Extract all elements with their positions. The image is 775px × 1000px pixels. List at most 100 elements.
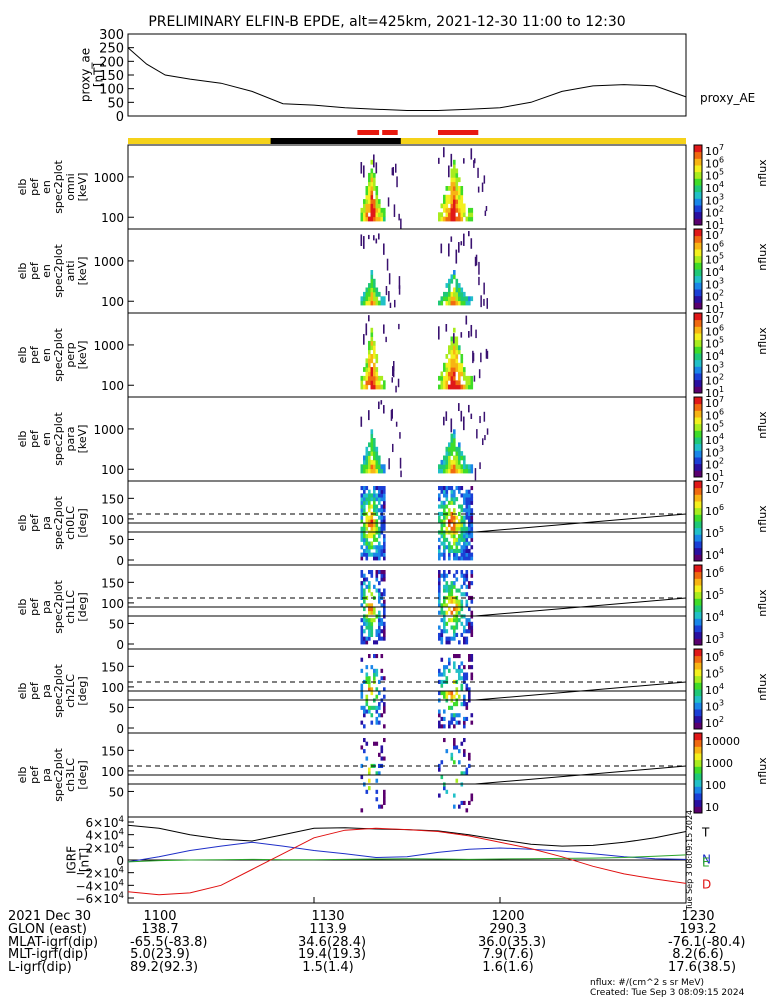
pa-flux-pixel — [375, 545, 379, 550]
flux-speckle — [478, 369, 481, 379]
colorbar-segment — [694, 333, 702, 337]
pa-flux-pixel — [365, 665, 369, 670]
pa-flux-pixel — [360, 497, 364, 502]
pa-flux-pixel — [365, 515, 369, 520]
flux-pixel — [375, 190, 379, 196]
flux-pixel — [363, 212, 366, 218]
pa-flux-pixel — [450, 515, 454, 520]
pa-flux-pixel — [470, 497, 474, 502]
flux-pixel — [458, 459, 461, 465]
pa-flux-pixel — [440, 534, 444, 539]
flux-speckle — [393, 204, 396, 217]
pa-flux-pixel — [445, 497, 449, 502]
pa-flux-pixel — [368, 548, 371, 553]
energy-ylabel: elb pef en spec2plot para [keV] — [16, 412, 89, 466]
flux-pixel — [460, 464, 464, 470]
flux-pixel — [450, 296, 454, 302]
flux-pixel — [368, 451, 371, 456]
pa-flux-pixel — [460, 661, 464, 666]
flux-pixel — [373, 207, 376, 213]
pa-flux-pixel — [378, 705, 381, 710]
pa-flux-pixel — [465, 629, 469, 634]
ae-ylabel: proxy_ae [nT] — [79, 48, 106, 102]
flux-pixel — [448, 186, 451, 191]
orbit-row-label: MLAT-igrf(dip) — [8, 934, 99, 950]
pa-flux-pixel — [448, 548, 451, 553]
pa-flux-pixel — [378, 534, 381, 539]
pa-flux-pixel — [383, 702, 386, 707]
colorbar-segment — [694, 581, 702, 586]
flux-pixel — [443, 291, 446, 297]
pa-flux-pixel — [375, 511, 379, 516]
flux-pixel — [450, 433, 454, 439]
axis-label-line: elb — [16, 515, 29, 532]
axis-label-line: nflux — [756, 159, 769, 187]
pa-flux-pixel — [360, 629, 364, 634]
pa-flux-pixel — [383, 687, 386, 692]
flux-pixel — [440, 459, 444, 465]
pa-flux-pixel — [360, 504, 364, 509]
pa-flux-pixel — [450, 486, 454, 491]
flux-speckle — [392, 369, 395, 378]
flux-pixel — [450, 216, 454, 222]
pa-flux-pixel — [378, 545, 381, 550]
ae-ytick-label: 100 — [99, 83, 124, 98]
pa-flux-pixel — [380, 573, 384, 578]
colorbar-segment — [694, 302, 702, 307]
pa-flux-pixel — [373, 523, 376, 528]
pa-flux-pixel — [445, 526, 449, 531]
pa-flux-pixel — [365, 537, 369, 542]
colorbar-tick-label: 107 — [705, 481, 724, 496]
flux-pixel — [373, 177, 376, 183]
pa-flux-pixel — [463, 672, 466, 677]
flux-pixel — [365, 380, 369, 386]
igrf-timestamp: Tue Sep 3 08:09:15 2024 — [685, 810, 694, 911]
flux-pixel — [438, 384, 441, 390]
colorbar-segment — [694, 685, 702, 690]
energy-ytick-label: 100 — [101, 295, 124, 309]
flux-pixel — [440, 375, 444, 381]
colorbar-segment — [694, 410, 702, 415]
flux-pixel — [463, 300, 466, 306]
flux-speckle — [485, 348, 488, 359]
pa-flux-pixel — [445, 640, 449, 645]
flux-speckle — [465, 315, 468, 325]
pa-flux-pixel — [470, 508, 474, 513]
flux-pixel — [448, 455, 451, 461]
flux-pixel — [458, 177, 461, 183]
pa-flux-pixel — [375, 519, 379, 524]
pa-flux-pixel — [368, 519, 371, 524]
pa-flux-pixel — [380, 749, 384, 754]
flux-pixel — [370, 438, 374, 443]
pa-flux-pixel — [470, 665, 474, 670]
pa-flux-pixel — [448, 486, 451, 491]
pa-flux-pixel — [380, 523, 384, 528]
flux-pixel — [463, 375, 466, 381]
flux-pixel — [450, 181, 454, 187]
pa-flux-pixel — [378, 771, 381, 776]
colorbar-segment — [694, 305, 702, 310]
flux-speckle — [463, 416, 465, 431]
pa-flux-pixel — [455, 548, 459, 553]
pa-flux-pixel — [450, 548, 454, 553]
flux-pixel — [455, 287, 459, 293]
colorbar-segment — [694, 165, 702, 169]
colorbar-segment — [694, 346, 702, 351]
flux-pixel — [458, 212, 461, 218]
flux-pixel — [448, 278, 451, 284]
flux-pixel — [458, 442, 461, 448]
axis-label-line: spec2plot — [52, 748, 65, 802]
flux-pixel — [380, 216, 384, 222]
flux-speckle — [368, 315, 370, 322]
flux-speckle — [445, 411, 448, 421]
pa-flux-pixel — [460, 508, 464, 513]
pa-flux-pixel — [380, 621, 384, 626]
pa-flux-pixel — [470, 500, 474, 505]
flux-pixel — [450, 212, 454, 218]
pa-flux-pixel — [458, 599, 461, 604]
energy-ytick-label: 1000 — [93, 171, 124, 185]
flux-pixel — [463, 296, 466, 302]
pa-flux-pixel — [443, 709, 446, 714]
pa-flux-pixel — [458, 640, 461, 645]
pa-flux-pixel — [465, 592, 469, 597]
